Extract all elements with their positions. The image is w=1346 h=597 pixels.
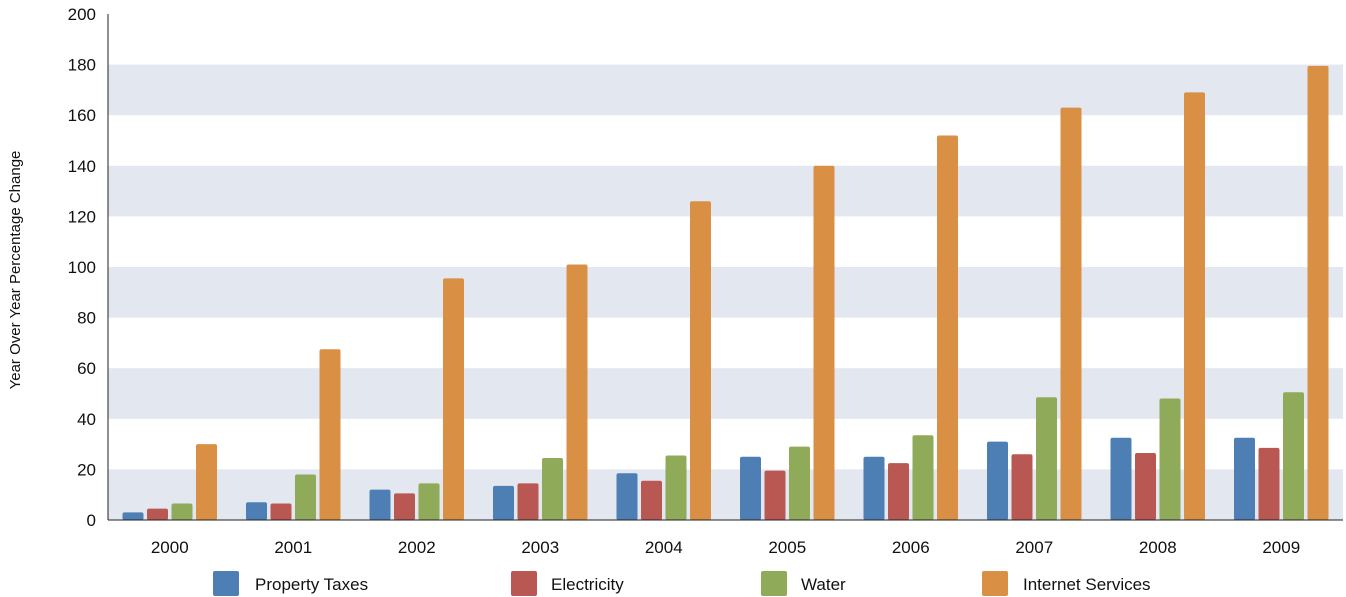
y-tick-label: 0 (87, 511, 96, 530)
y-tick-label: 120 (68, 207, 96, 226)
bar-property-taxes-2007 (987, 441, 1008, 520)
bar-property-taxes-2002 (369, 489, 391, 520)
y-axis-title: Year Over Year Percentage Change (7, 151, 24, 390)
legend-label-electricity: Electricity (551, 575, 624, 594)
bar-property-taxes-2004 (616, 473, 638, 520)
bar-electricity-2002 (394, 493, 415, 520)
grid-bands (108, 64, 1343, 520)
bar-property-taxes-2005 (740, 456, 761, 520)
bar-property-taxes-2001 (246, 502, 267, 520)
bars-group (122, 65, 1329, 521)
bar-property-taxes-2009 (1234, 437, 1255, 520)
legend-label-property-taxes: Property Taxes (255, 575, 368, 594)
bar-water-2005 (789, 446, 810, 520)
bar-internet-services-2009 (1307, 65, 1329, 521)
bar-internet-services-2002 (443, 278, 464, 520)
bar-water-2008 (1159, 398, 1181, 520)
bar-water-2004 (665, 455, 687, 520)
x-tick-label: 2001 (274, 538, 312, 557)
legend-swatch-water (761, 571, 787, 596)
legend-swatch-internet-services (982, 571, 1008, 596)
grid-band (108, 267, 1343, 318)
x-tick-label: 2008 (1139, 538, 1177, 557)
y-tick-label: 160 (68, 106, 96, 125)
bar-water-2006 (912, 435, 934, 520)
x-tick-label: 2002 (398, 538, 436, 557)
bar-electricity-2007 (1011, 454, 1033, 520)
bar-electricity-2000 (147, 508, 168, 520)
y-tick-labels: 0 20 40 60 80 100 120 140 160 180 200 (68, 5, 96, 530)
bar-internet-services-2006 (937, 135, 958, 520)
bar-property-taxes-2006 (863, 456, 885, 520)
bar-water-2000 (171, 503, 193, 520)
y-tick-label: 40 (77, 410, 96, 429)
bar-internet-services-2005 (813, 165, 835, 521)
bar-electricity-2008 (1135, 452, 1156, 520)
y-tick-label: 180 (68, 56, 96, 75)
legend-swatch-property-taxes (213, 571, 239, 596)
legend-label-internet-services: Internet Services (1023, 575, 1151, 594)
bar-electricity-2001 (270, 503, 292, 520)
bar-electricity-2003 (517, 483, 539, 520)
grid-band (108, 165, 1343, 217)
bar-internet-services-2003 (566, 264, 588, 520)
x-tick-label: 2009 (1262, 538, 1300, 557)
bar-water-2003 (542, 458, 563, 520)
bar-internet-services-2000 (196, 444, 217, 520)
grid-band (108, 469, 1343, 520)
y-tick-label: 140 (68, 157, 96, 176)
x-tick-label: 2007 (1015, 538, 1053, 557)
x-tick-label: 2004 (645, 538, 683, 557)
bar-property-taxes-2008 (1110, 437, 1132, 520)
x-tick-label: 2006 (892, 538, 930, 557)
y-tick-label: 60 (77, 359, 96, 378)
grid-band (108, 64, 1343, 116)
legend-swatch-electricity (511, 571, 537, 596)
bar-water-2007 (1036, 397, 1057, 520)
y-tick-label: 200 (68, 5, 96, 24)
bar-electricity-2006 (888, 463, 909, 520)
bar-internet-services-2004 (690, 201, 711, 520)
bar-electricity-2009 (1258, 447, 1280, 520)
y-tick-label: 100 (68, 258, 96, 277)
x-tick-label: 2000 (151, 538, 189, 557)
bar-property-taxes-2000 (122, 512, 144, 520)
x-tick-label: 2003 (521, 538, 559, 557)
legend: Property Taxes Electricity Water Internet S… (213, 571, 1151, 596)
bar-electricity-2004 (641, 480, 662, 520)
bar-water-2009 (1283, 392, 1304, 520)
y-tick-label: 80 (77, 309, 96, 328)
grid-band (108, 368, 1343, 419)
bar-internet-services-2001 (319, 349, 341, 520)
y-tick-label: 20 (77, 460, 96, 479)
legend-label-water: Water (801, 575, 846, 594)
bar-water-2001 (295, 474, 316, 520)
axes-group (107, 14, 1343, 521)
bar-water-2002 (418, 483, 440, 520)
bar-property-taxes-2003 (493, 485, 514, 520)
x-tick-labels: 2000 2001 2002 2003 2004 2005 2006 2007 2008 2009 (151, 538, 1300, 557)
x-tick-label: 2005 (768, 538, 806, 557)
bar-internet-services-2008 (1184, 92, 1205, 521)
bar-electricity-2005 (764, 470, 786, 520)
bar-internet-services-2007 (1060, 107, 1082, 521)
